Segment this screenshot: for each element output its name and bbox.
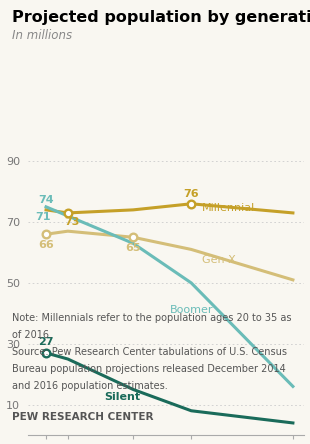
Text: Note: Millennials refer to the population ages 20 to 35 as: Note: Millennials refer to the populatio…: [12, 313, 292, 323]
Text: 74: 74: [38, 195, 54, 205]
Text: Silent: Silent: [104, 392, 140, 402]
Text: 71: 71: [35, 213, 51, 222]
Text: 76: 76: [184, 189, 199, 199]
Text: 73: 73: [64, 218, 79, 227]
Text: PEW RESEARCH CENTER: PEW RESEARCH CENTER: [12, 412, 154, 422]
Text: and 2016 population estimates.: and 2016 population estimates.: [12, 381, 168, 391]
Text: Source: Pew Research Center tabulations of U.S. Census: Source: Pew Research Center tabulations …: [12, 347, 287, 357]
Text: Bureau population projections released December 2014: Bureau population projections released D…: [12, 364, 286, 374]
Text: Millennial: Millennial: [202, 203, 255, 214]
Text: 66: 66: [38, 240, 54, 250]
Text: 65: 65: [126, 243, 141, 253]
Text: Projected population by generation: Projected population by generation: [12, 10, 310, 25]
Text: 27: 27: [38, 337, 54, 348]
Text: In millions: In millions: [12, 29, 73, 42]
Text: Boomer: Boomer: [170, 305, 213, 315]
Text: of 2016.: of 2016.: [12, 330, 52, 340]
Text: Gen X: Gen X: [202, 255, 236, 265]
